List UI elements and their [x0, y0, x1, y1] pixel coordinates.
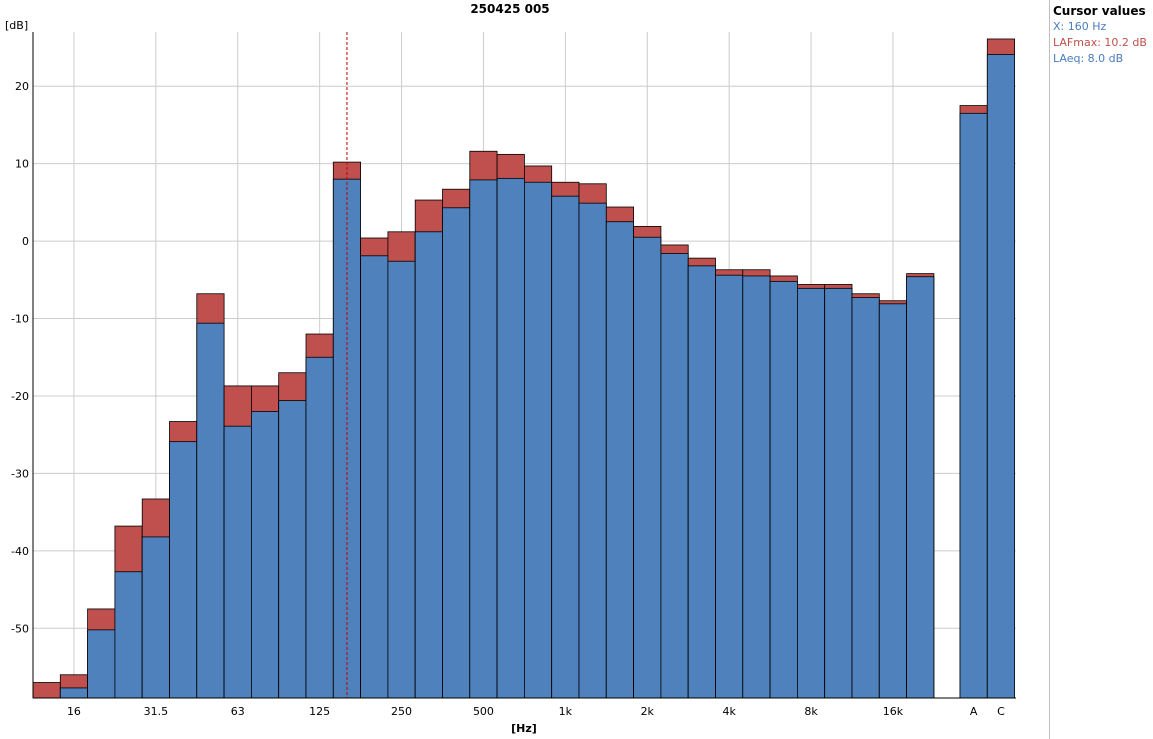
- y-tick-label: -40: [11, 545, 29, 558]
- bar-laeq: [496, 177, 525, 699]
- y-tick-label: -10: [11, 313, 29, 326]
- bar-laeq: [414, 231, 443, 699]
- y-tick-label: -30: [11, 467, 29, 480]
- x-tick-label: C: [997, 705, 1005, 718]
- x-tick-label: 63: [231, 705, 245, 718]
- bar-laeq: [797, 287, 826, 699]
- bar-laeq: [141, 536, 170, 699]
- cursor-x-value: X: 160 Hz: [1053, 20, 1107, 33]
- axes-group: [32, 32, 1016, 699]
- bar-laeq: [305, 356, 334, 699]
- bar-laeq: [605, 221, 634, 699]
- bar-laeq: [742, 275, 771, 699]
- x-tick-label: 31.5: [144, 705, 169, 718]
- bar-laeq: [824, 287, 853, 699]
- x-tick-label: 8k: [804, 705, 818, 718]
- cursor-lafmax-value: LAFmax: 10.2 dB: [1053, 36, 1147, 49]
- bar-laeq: [660, 253, 689, 699]
- bar-laeq: [196, 322, 225, 699]
- chart-title: 250425 005: [470, 2, 549, 16]
- y-tick-label: 0: [22, 235, 29, 248]
- x-tick-label: 125: [309, 705, 330, 718]
- bar-laeq: [769, 280, 798, 699]
- bar-laeq: [223, 425, 252, 699]
- bar-laeq: [469, 179, 498, 699]
- bar-laeq: [906, 276, 935, 699]
- bar-laeq: [959, 112, 988, 699]
- bar-laeq: [986, 54, 1015, 699]
- x-tick-label: 16k: [883, 705, 904, 718]
- bar-laeq: [87, 629, 116, 699]
- bar-laeq: [278, 400, 307, 699]
- bar-laeq: [250, 411, 280, 699]
- bar-laeq: [633, 236, 662, 699]
- y-tick-label: 20: [15, 80, 29, 93]
- x-tick-label: 2k: [641, 705, 655, 718]
- bar-laeq: [387, 260, 416, 699]
- x-tick-label: 16: [67, 705, 81, 718]
- y-tick-label: -20: [11, 390, 29, 403]
- x-tick-label: 500: [473, 705, 494, 718]
- x-tick-label: 4k: [722, 705, 736, 718]
- spectrum-chart[interactable]: -50 -40 -30 -20 -10 0 10 20 16 31.5 63 125 250 500 1k…: [0, 0, 1049, 739]
- x-ticks-group: 16 31.5 63 125 250 500 1k 2k 4k 8k 16k A C: [67, 705, 1005, 718]
- cursor-laeq-value: LAeq: 8.0 dB: [1053, 52, 1124, 65]
- bar-laeq: [169, 441, 198, 699]
- bar-laeq: [114, 571, 143, 699]
- bar-laeq: [851, 297, 880, 699]
- bar-lafmax: [32, 682, 61, 699]
- x-tick-label: A: [970, 705, 978, 718]
- y-tick-label: -50: [11, 622, 29, 635]
- x-tick-label: 1k: [559, 705, 573, 718]
- x-tick-label: 250: [391, 705, 412, 718]
- bar-laeq: [878, 303, 907, 699]
- bar-laeq: [687, 265, 716, 699]
- y-ticks-group: -50 -40 -30 -20 -10 0 10 20: [11, 80, 29, 635]
- bar-laeq: [360, 255, 389, 699]
- bar-laeq: [442, 207, 471, 699]
- x-axis-label: [Hz]: [511, 722, 537, 735]
- bar-laeq: [715, 274, 744, 699]
- bar-laeq: [578, 202, 607, 699]
- cursor-values-title: Cursor values: [1053, 4, 1146, 18]
- cursor-values-panel: Cursor values X: 160 Hz LAFmax: 10.2 dB …: [1049, 0, 1153, 739]
- bar-laeq: [524, 181, 553, 699]
- bar-laeq: [59, 687, 88, 699]
- bar-laeq: [551, 195, 580, 699]
- bars-group: [32, 38, 1015, 699]
- y-tick-label: 10: [15, 158, 29, 171]
- y-axis-label: [dB]: [5, 19, 28, 32]
